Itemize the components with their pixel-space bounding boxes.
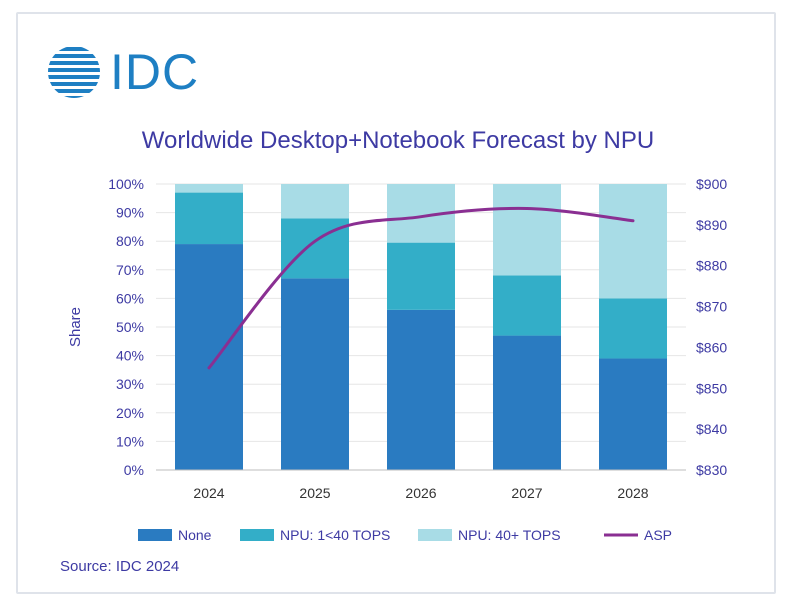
bar-segment (493, 335, 561, 470)
chart-title: Worldwide Desktop+Notebook Forecast by N… (141, 127, 655, 154)
source-note: Source: IDC 2024 (60, 558, 180, 575)
x-tick-label: 2026 (405, 485, 436, 501)
idc-logo: IDC (46, 42, 199, 102)
y2-tick-label: $900 (696, 176, 727, 192)
legend-label: NPU: 40+ TOPS (458, 527, 561, 543)
bar-segment (599, 358, 667, 470)
y-tick-label: 90% (116, 205, 144, 221)
y2-tick-label: $830 (696, 462, 727, 478)
bar-segment (175, 192, 243, 245)
y-tick-label: 60% (116, 290, 144, 306)
y2-tick-label: $870 (696, 299, 727, 315)
bar-segment (493, 275, 561, 336)
x-tick-label: 2028 (617, 485, 648, 501)
legend-label: ASP (644, 527, 672, 543)
asp-line (207, 206, 635, 370)
logo-text: IDC (110, 44, 200, 100)
x-tick-label: 2024 (193, 485, 224, 501)
y-tick-label: 100% (108, 176, 144, 192)
y-tick-label: 50% (116, 319, 144, 335)
y2-tick-label: $860 (696, 339, 727, 355)
y-tick-label: 0% (124, 462, 144, 478)
y2-tick-label: $880 (696, 258, 727, 274)
bar-segment (599, 184, 667, 299)
y2-tick-label: $890 (696, 217, 727, 233)
y2-tick-label: $840 (696, 421, 727, 437)
bar-segment (281, 184, 349, 219)
y-tick-label: 10% (116, 433, 144, 449)
bar-segment (387, 242, 455, 310)
x-tick-label: 2025 (299, 485, 330, 501)
bar-segment (175, 184, 243, 193)
chart-card: IDC Worldwide Desktop+Notebook Forecast … (16, 12, 776, 594)
chart-area: 0% 10% 20% 30% 40% 50% 60% 70% 80% 90% 100% $830 $84… (67, 176, 727, 543)
y-tick-label: 40% (116, 348, 144, 364)
y-axis-label: Share (67, 307, 84, 347)
bar-segment (387, 309, 455, 470)
bar-segment (493, 184, 561, 276)
legend-swatch (138, 529, 172, 541)
globe-icon (48, 47, 100, 98)
y-tick-label: 70% (116, 262, 144, 278)
y-tick-label: 30% (116, 376, 144, 392)
legend-swatch (418, 529, 452, 541)
y2-tick-label: $850 (696, 380, 727, 396)
y-tick-label: 20% (116, 405, 144, 421)
legend-label: NPU: 1<40 TOPS (280, 527, 390, 543)
x-tick-label: 2027 (511, 485, 542, 501)
legend-label: None (178, 527, 212, 543)
y-tick-label: 80% (116, 233, 144, 249)
bar-segment (281, 278, 349, 470)
legend-swatch (240, 529, 274, 541)
bar-segment (175, 244, 243, 470)
bar-segment (599, 298, 667, 359)
